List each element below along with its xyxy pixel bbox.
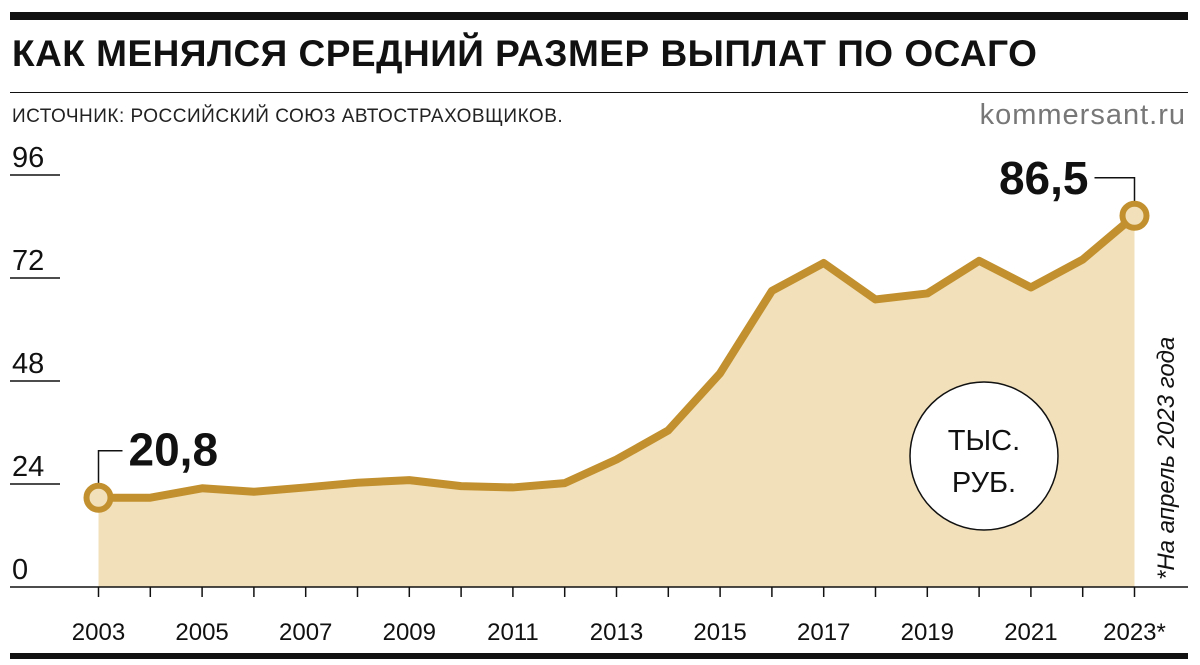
chart-title: КАК МЕНЯЛСЯ СРЕДНИЙ РАЗМЕР ВЫПЛАТ ПО ОСА… <box>12 33 1038 74</box>
source-note: ИСТОЧНИК: РОССИЙСКИЙ СОЮЗ АВТОСТРАХОВЩИК… <box>12 106 564 127</box>
first-value-label: 20,8 <box>129 424 219 476</box>
last-point-marker <box>1119 200 1150 231</box>
unit-circle <box>909 381 1059 531</box>
unit-badge: ТЫС. РУБ. <box>909 381 1059 531</box>
x-tick-label: 2015 <box>693 619 746 646</box>
x-tick-label: 2009 <box>383 619 436 646</box>
first-point-marker <box>83 482 114 513</box>
footnote: *На апрель 2023 года <box>1153 337 1180 580</box>
x-tick-label: 2011 <box>487 619 539 646</box>
callout-leader-first <box>97 449 123 484</box>
last-value-label: 86,5 <box>999 152 1089 204</box>
area-fill <box>98 215 1135 588</box>
annotations: 20,8 86,5 <box>83 152 1150 513</box>
y-tick-label: 72 <box>12 245 44 277</box>
unit-label-line2: РУБ. <box>952 467 1016 499</box>
x-tick-label: 2021 <box>1004 619 1057 646</box>
top-rule <box>10 12 1188 20</box>
x-tick-label: 2003 <box>72 619 125 646</box>
y-tick-label: 24 <box>12 451 44 483</box>
y-tick-label: 96 <box>12 142 44 174</box>
x-tick-label: 2013 <box>590 619 643 646</box>
bottom-rule <box>10 653 1188 659</box>
x-tick-label: 2017 <box>797 619 850 646</box>
x-tick-label: 2007 <box>279 619 332 646</box>
x-tick-label: 2005 <box>175 619 228 646</box>
callout-leader-last <box>1094 177 1136 202</box>
unit-label-line1: ТЫС. <box>948 425 1020 457</box>
y-tick-label: 0 <box>12 554 28 586</box>
y-axis: 96 72 48 24 0 <box>10 142 60 586</box>
title-divider <box>10 92 1188 93</box>
series-line <box>94 211 1139 502</box>
x-tick-label: 2019 <box>901 619 954 646</box>
y-tick-label: 48 <box>12 348 44 380</box>
brand-logo-text: kommersant.ru <box>979 99 1186 131</box>
x-tick-label: 2023* <box>1103 619 1166 646</box>
x-axis: 2003 2005 2007 2009 2011 2013 2015 2017 2019 2021… <box>72 587 1166 646</box>
